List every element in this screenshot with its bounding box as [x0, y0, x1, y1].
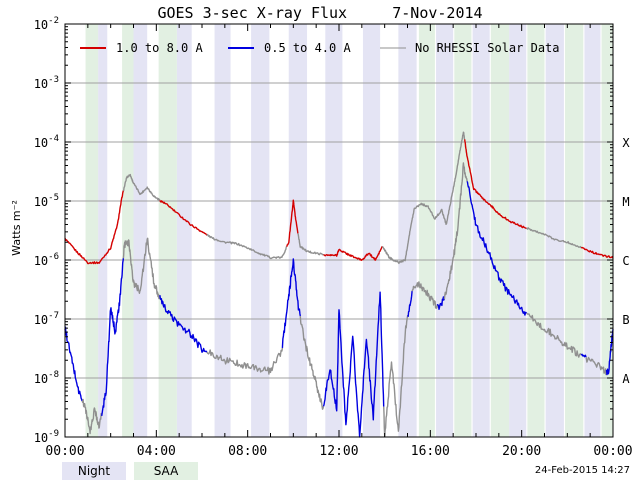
saa-band [122, 24, 134, 437]
short-channel-segment [580, 353, 587, 358]
series-layer [64, 131, 614, 438]
saa-band [418, 24, 435, 437]
flare-class-label: B [622, 313, 629, 327]
x-tick-label: 16:00 [411, 444, 450, 459]
x-tick-label: 20:00 [502, 444, 541, 459]
axis-ticks: 00:00 04:00 08:00 12:00 16:00 20:00 00:0010-91… [34, 16, 633, 459]
night-band [98, 24, 108, 437]
night-band [133, 24, 148, 437]
saa-band [85, 24, 99, 437]
x-tick-label: 00:00 [45, 444, 84, 459]
night-band [176, 24, 192, 437]
short-channel-segment [64, 326, 83, 402]
short-channel-segment [159, 295, 208, 353]
long-channel-no-rhessi-segment [206, 233, 288, 260]
long-channel-no-rhessi-segment [381, 131, 466, 265]
y-tick-label: 10-3 [34, 75, 59, 91]
night-band [545, 24, 564, 437]
short-channel-no-rhessi-segment [411, 281, 439, 309]
night-band [584, 24, 601, 437]
legend-label: No RHESSI Solar Data [415, 41, 560, 55]
y-tick-label: 10-8 [34, 370, 59, 386]
y-tick-label: 10-5 [34, 193, 59, 209]
grid-lines [65, 82, 613, 379]
short-channel-no-rhessi-segment [299, 315, 325, 410]
night-band [398, 24, 417, 437]
saa-band [601, 24, 613, 437]
flare-class-label: C [622, 254, 629, 268]
flare-class-label: A [622, 372, 630, 386]
night-band [251, 24, 270, 437]
long-channel-segment [159, 200, 208, 236]
timestamp: 24-Feb-2015 14:27 [534, 465, 630, 476]
y-tick-label: 10-4 [34, 134, 59, 150]
short-channel-no-rhessi-segment [206, 347, 284, 375]
legend: 1.0 to 8.0 A 0.5 to 4.0 A No RHESSI Solar … [80, 41, 560, 55]
long-channel-segment [580, 246, 614, 259]
long-channel-segment [464, 139, 527, 229]
short-channel-segment [436, 296, 445, 310]
long-channel-segment [286, 199, 299, 247]
saa-band [565, 24, 584, 437]
night-band [472, 24, 490, 437]
saa-band [158, 24, 177, 437]
short-channel-no-rhessi-segment [585, 356, 608, 376]
short-channel-segment [466, 181, 528, 316]
y-tick-label: 10-9 [34, 429, 59, 445]
short-channel-no-rhessi-segment [122, 237, 161, 300]
background-bands [85, 24, 613, 437]
legend-label: 1.0 to 8.0 A [116, 41, 203, 55]
saa-band [454, 24, 472, 437]
short-channel-no-rhessi-segment [526, 312, 582, 358]
short-channel-no-rhessi-segment [383, 315, 409, 437]
night-band [436, 24, 454, 437]
long-channel-segment [323, 245, 383, 261]
saa-band [490, 24, 510, 437]
night-band [214, 24, 231, 437]
saa-legend-box: SAA [134, 462, 198, 480]
x-tick-label: 12:00 [319, 444, 358, 459]
short-channel-segment [101, 258, 125, 417]
short-channel-segment [322, 291, 385, 438]
short-channel-segment [407, 291, 413, 317]
night-legend-box: Night [62, 462, 126, 480]
short-channel-segment [281, 258, 301, 348]
long-channel-no-rhessi-segment [526, 227, 582, 249]
y-tick-label: 10-7 [34, 311, 59, 327]
y-tick-label: 10-2 [34, 16, 59, 32]
long-channel-no-rhessi-segment [297, 233, 324, 256]
short-channel-no-rhessi-segment [443, 162, 468, 300]
night-band [325, 24, 343, 437]
night-band [509, 24, 527, 437]
short-channel-no-rhessi-segment [81, 398, 103, 435]
long-channel-no-rhessi-segment [122, 173, 161, 201]
y-tick-label: 10-6 [34, 252, 59, 268]
flare-class-label: X [622, 136, 630, 150]
x-tick-label: 08:00 [228, 444, 267, 459]
short-channel-segment [605, 329, 614, 376]
long-channel-segment [64, 190, 125, 265]
legend-label: 0.5 to 4.0 A [264, 41, 351, 55]
flare-class-label: M [622, 195, 629, 209]
y-axis-label: Watts m⁻² [10, 200, 23, 256]
x-tick-label: 00:00 [593, 444, 632, 459]
x-tick-label: 04:00 [137, 444, 176, 459]
night-band [362, 24, 381, 437]
chart-title: GOES 3-sec X-ray Flux 7-Nov-2014 [157, 4, 482, 22]
